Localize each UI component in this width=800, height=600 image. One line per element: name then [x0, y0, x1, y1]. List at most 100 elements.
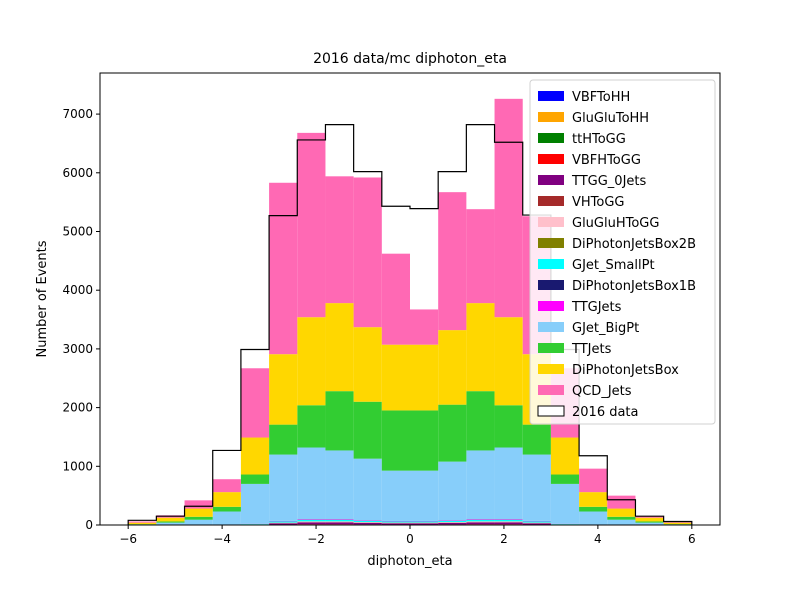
- legend-label: TTGG_0Jets: [571, 174, 647, 189]
- legend-swatch: [538, 112, 564, 122]
- y-tick-label: 5000: [62, 224, 93, 238]
- legend-entry: DiPhotonJetsBox2B: [538, 237, 696, 252]
- bar-QCD_Jets-9: [381, 253, 410, 345]
- bar-TTJets-4: [240, 474, 270, 484]
- legend-swatch: [538, 91, 564, 101]
- bar-QCD_Jets-5: [269, 182, 298, 355]
- bar-DiPhotonJetsBox-8: [353, 327, 382, 402]
- bar-DiPhotonJetsBox-5: [269, 354, 298, 425]
- bar-QCD_Jets-2: [184, 500, 213, 509]
- bar-GJet_SmallPt-5: [269, 521, 298, 523]
- bar-TTJets-11: [438, 404, 467, 462]
- x-axis-label: diphoton_eta: [367, 554, 452, 569]
- bar-GJet_BigPt-14: [522, 454, 551, 521]
- bar-TTJets-14: [522, 424, 551, 455]
- bar-TTJets-7: [325, 391, 354, 451]
- legend-label: DiPhotonJetsBox2B: [572, 237, 696, 252]
- legend-label: DiPhotonJetsBox: [572, 363, 679, 378]
- bar-TTGG_0Jets-13: [494, 522, 523, 525]
- legend-swatch: [538, 175, 564, 185]
- y-tick-label: 2000: [62, 401, 93, 415]
- bar-QCD_Jets-11: [438, 192, 467, 331]
- legend-entry: VBFToHH: [538, 90, 630, 105]
- bar-QCD_Jets-13: [494, 98, 523, 318]
- bar-GluGluHToGG-10: [410, 522, 439, 524]
- legend-swatch: [538, 385, 564, 395]
- bar-DiPhotonJetsBox-18: [635, 517, 664, 522]
- legend-label: GJet_BigPt: [572, 321, 639, 336]
- bar-QCD_Jets-18: [635, 516, 664, 518]
- legend-entry: DiPhotonJetsBox1B: [538, 279, 696, 294]
- legend-entry: 2016 data: [537, 405, 639, 420]
- bar-DiPhotonJetsBox-17: [607, 508, 636, 517]
- legend-swatch: [538, 322, 564, 332]
- bar-DiPhotonJetsBox-10: [410, 344, 439, 411]
- x-tick-label: −4: [213, 532, 231, 546]
- bar-GJet_BigPt-6: [297, 447, 326, 520]
- legend-label: 2016 data: [572, 405, 639, 420]
- chart-title: 2016 data/mc diphoton_eta: [313, 51, 507, 67]
- bar-GJet_BigPt-4: [240, 483, 270, 524]
- legend-label: GluGluToHH: [572, 111, 649, 126]
- legend-label: QCD_Jets: [572, 384, 632, 399]
- bar-TTGG_0Jets-8: [353, 522, 382, 525]
- bar-DiPhotonJetsBox-16: [579, 492, 608, 507]
- series-GJet_BigPt: [128, 447, 692, 525]
- bar-DiPhotonJetsBox-0: [128, 522, 157, 525]
- bar-GJet_BigPt-11: [438, 461, 467, 521]
- x-tick-label: −6: [119, 532, 137, 546]
- bar-DiPhotonJetsBox-6: [297, 317, 326, 406]
- legend-entry: TTGJets: [538, 300, 622, 315]
- legend-label: TTJets: [571, 342, 612, 357]
- legend-entry: ttHToGG: [538, 132, 626, 147]
- x-tick-label: 6: [688, 532, 696, 546]
- legend-box: [529, 79, 716, 425]
- bar-QCD_Jets-12: [466, 209, 495, 304]
- legend-entry: GJet_BigPt: [538, 321, 639, 336]
- legend-entry: DiPhotonJetsBox: [538, 363, 679, 378]
- bar-QCD_Jets-3: [212, 479, 241, 493]
- legend-label: VBFToHH: [572, 90, 630, 105]
- legend-entry: TTGG_0Jets: [538, 174, 647, 189]
- legend-swatch: [538, 133, 564, 143]
- y-tick-label: 7000: [62, 107, 93, 121]
- legend-entry: GJet_SmallPt: [538, 258, 655, 273]
- bar-QCD_Jets-10: [410, 309, 439, 345]
- bar-GJet_BigPt-8: [353, 458, 382, 521]
- legend-label: VHToGG: [572, 195, 625, 210]
- bar-QCD_Jets-8: [353, 177, 382, 328]
- bar-TTJets-10: [410, 410, 439, 471]
- bar-TTGG_0Jets-11: [438, 522, 467, 525]
- series-DiPhotonJetsBox2B: [269, 521, 551, 523]
- x-tick-label: 0: [406, 532, 414, 546]
- bar-TTGG_0Jets-5: [269, 523, 298, 525]
- y-tick-label: 6000: [62, 166, 93, 180]
- legend-swatch: [538, 364, 564, 374]
- bar-GJet_BigPt-3: [212, 511, 241, 525]
- bar-TTGG_0Jets-9: [381, 523, 410, 525]
- bar-TTJets-12: [466, 391, 495, 451]
- legend-swatch: [538, 238, 564, 248]
- legend-label: TTGJets: [571, 300, 622, 315]
- bar-GluGluHToGG-13: [494, 521, 523, 523]
- series-DiPhotonJetsBox1B: [240, 519, 580, 525]
- bar-TTJets-15: [550, 474, 580, 484]
- legend-swatch: [538, 301, 564, 311]
- legend-label: GJet_SmallPt: [572, 258, 655, 273]
- y-axis-label: Number of Events: [35, 240, 50, 357]
- legend-swatch: [538, 196, 564, 206]
- bar-GluGluHToGG-9: [381, 522, 410, 524]
- legend-entry: VHToGG: [538, 195, 625, 210]
- bar-GJet_SmallPt-6: [297, 519, 326, 522]
- bar-DiPhotonJetsBox-9: [381, 344, 410, 411]
- bar-TTGG_0Jets-12: [466, 522, 495, 525]
- x-tick-label: 4: [594, 532, 602, 546]
- legend-entry: TTJets: [538, 342, 612, 357]
- bar-GJet_BigPt-15: [550, 483, 580, 524]
- bar-TTJets-1: [156, 521, 185, 523]
- bar-TTJets-16: [579, 506, 608, 512]
- legend-swatch: [538, 280, 564, 290]
- bar-QCD_Jets-4: [240, 368, 270, 438]
- bar-GJet_BigPt-17: [607, 519, 636, 525]
- data-step-line: [127, 124, 693, 525]
